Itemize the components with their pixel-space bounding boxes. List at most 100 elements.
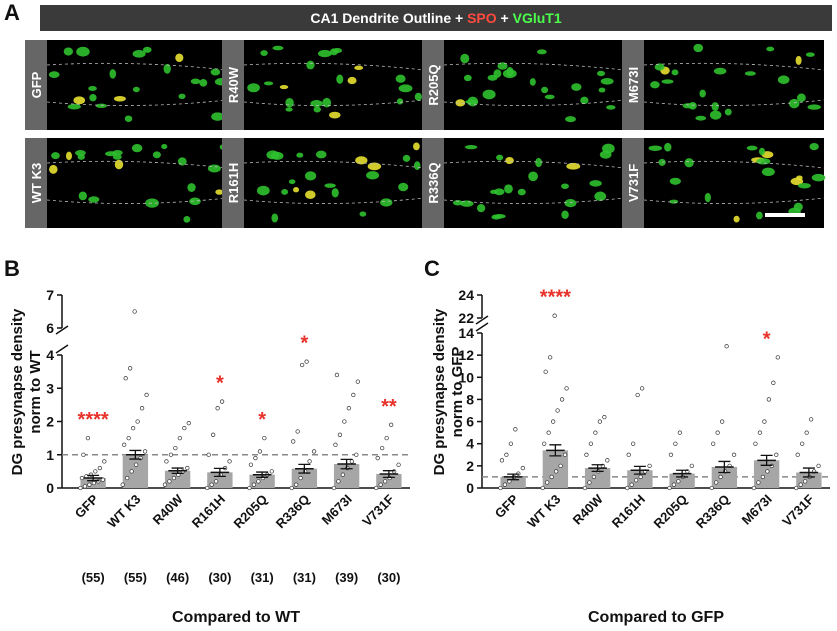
label-strip [422,40,444,130]
data-point [633,478,639,483]
error-bar [340,458,353,470]
y-tick-label: 4 [46,347,54,363]
data-point [548,355,553,360]
x-tick-label: M673I [739,492,775,528]
puncta [398,182,409,192]
puncta [178,93,186,99]
puncta [88,86,97,91]
data-point [144,392,149,398]
puncta [809,142,819,151]
dendrite-outline [46,62,228,71]
data-point [340,472,346,477]
puncta [709,110,722,120]
x-tick-label: WT K3 [104,492,143,531]
puncta [336,74,344,84]
image-label: R161H [226,163,241,203]
data-point [774,452,779,457]
data-point [251,482,257,487]
puncta [650,81,660,89]
puncta [788,98,800,109]
data-point [715,430,720,435]
puncta [711,102,719,111]
data-point [668,452,674,457]
data-point [504,452,509,457]
puncta [67,103,81,110]
y-tick-label: 6 [466,414,474,430]
data-point [185,465,190,471]
data-point [593,430,598,435]
error-bar [676,469,689,478]
label-strip [222,138,244,228]
data-point [562,452,568,457]
bar [291,468,318,488]
data-point [168,452,174,457]
significance: **** [540,287,571,309]
data-point [625,485,630,491]
puncta [114,159,124,170]
dendrite-outline [643,197,825,204]
data-point [635,392,640,398]
y-tick-label: 7 [46,287,54,303]
puncta [124,115,133,122]
puncta [161,144,168,150]
data-point [331,485,337,491]
data-point [209,482,214,487]
puncta [112,154,122,160]
puncta [271,213,279,223]
puncta [766,46,775,52]
y-tick-label: 12 [458,347,474,363]
puncta [537,49,547,55]
data-point [639,386,645,391]
puncta [795,55,802,65]
image-label: R336Q [426,162,441,203]
data-point [129,469,134,474]
puncta [207,164,221,173]
data-point [262,435,267,441]
puncta [594,191,607,202]
puncta [493,69,502,78]
label-strip [422,138,444,228]
image-label: GFP [29,71,44,98]
puncta [497,62,508,70]
micrograph [644,40,824,130]
puncta [460,53,470,64]
puncta [756,158,771,165]
label-strip [25,40,47,130]
data-point [629,482,634,487]
puncta [354,65,364,71]
dendrite-outline [643,62,825,71]
puncta [756,211,763,220]
axis-break [55,344,69,354]
dendrite-outline [643,160,825,169]
data-point [555,408,560,413]
error-bar [213,467,226,478]
data-point [638,474,643,480]
label-strip [25,138,47,228]
data-point [388,422,394,427]
data-point [709,485,714,491]
puncta [260,50,268,56]
puncta [600,77,614,85]
puncta [561,210,569,220]
puncta [210,68,221,76]
data-point [307,459,312,464]
puncta [811,173,826,182]
data-point [126,435,131,441]
puncta [571,83,582,91]
puncta [414,92,422,101]
data-point [186,421,191,426]
n-label: (55) [124,570,147,585]
puncta [565,116,576,123]
data-point [676,479,681,484]
puncta [713,67,727,75]
puncta [322,97,332,108]
puncta [535,157,543,168]
puncta [324,183,336,188]
data-point [584,452,589,457]
x-axis-label: Compared to WT [172,609,300,626]
puncta [541,86,549,94]
title-banner [40,5,832,31]
puncta [190,78,201,85]
y-tick-label: 1 [46,447,54,463]
puncta [88,196,100,203]
